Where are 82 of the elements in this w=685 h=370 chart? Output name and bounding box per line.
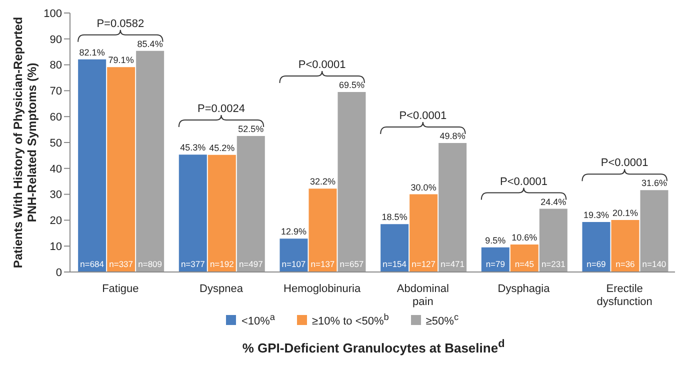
- y-tick-label: 70: [50, 86, 62, 98]
- bar: [136, 50, 164, 272]
- bar: [308, 188, 337, 272]
- annotation: n=69: [586, 259, 606, 269]
- annotation: P<0.0001: [399, 110, 447, 122]
- bar: [410, 194, 438, 272]
- annotation: n=231: [541, 259, 566, 269]
- y-axis-title: Patients With History of Physician-Reported PNH-Related Symptoms (%): [11, 16, 39, 268]
- x-tick-label: Dyspnea: [200, 283, 244, 295]
- x-tick-label: Fatigue: [102, 283, 139, 295]
- x-axis-title: % GPI-Deficient Granulocytes at Baseline$^{d}$: [241, 338, 506, 355]
- data-label: 32.2%: [310, 176, 336, 187]
- y-tick-label: 50: [50, 137, 62, 150]
- bar: [539, 208, 568, 272]
- data-label: 30.0%: [410, 182, 436, 192]
- data-label: 9.5%: [485, 235, 506, 246]
- data-label: 19.3%: [583, 210, 609, 220]
- annotation: P=0.0024: [198, 103, 245, 116]
- annotation: n=684: [80, 259, 104, 269]
- data-label: 31.6%: [641, 178, 667, 188]
- data-label: 45.2%: [209, 142, 235, 153]
- annotation: P=0.0582: [96, 18, 144, 30]
- data-label: 49.8%: [440, 131, 466, 142]
- annotation: n=127: [412, 259, 436, 269]
- y-tick-label: 10: [50, 241, 62, 254]
- y-tick-label: 40: [50, 163, 62, 176]
- data-label: 12.9%: [280, 226, 306, 237]
- y-tick-label: 60: [50, 112, 62, 124]
- bar: [438, 143, 467, 272]
- bar: [236, 136, 265, 272]
- bar: [481, 247, 510, 272]
- data-label: 82.1%: [79, 47, 105, 58]
- bar: [178, 154, 207, 272]
- annotation: n=154: [382, 259, 407, 269]
- y-tick-label: 100: [44, 8, 62, 20]
- data-label: 52.5%: [238, 124, 264, 134]
- x-tick-label: Erectile dysfunction: [596, 283, 652, 308]
- bar: [611, 220, 640, 272]
- annotation: n=377: [180, 259, 206, 269]
- y-tick-label: 80: [50, 60, 62, 72]
- bar: [78, 59, 106, 272]
- legend-label: ≥50%$^{c}$: [426, 312, 459, 328]
- y-tick-label: 90: [50, 34, 62, 46]
- data-label: 79.1%: [108, 55, 134, 66]
- bar: [280, 238, 308, 272]
- annotation: n=497: [238, 259, 264, 269]
- annotation: n=79: [486, 259, 506, 269]
- annotation: P<0.0001: [298, 58, 346, 71]
- annotation: n=137: [310, 259, 335, 269]
- y-tick-label: 0: [56, 266, 62, 279]
- annotation: n=192: [210, 259, 234, 269]
- x-tick-label: Abdominal pain: [396, 283, 449, 308]
- data-label: 85.4%: [137, 38, 163, 49]
- x-tick-label: Dysphagia: [498, 283, 551, 295]
- annotation: n=45: [514, 259, 534, 269]
- bar: [107, 67, 136, 272]
- annotation: n=140: [642, 259, 666, 269]
- bar: [208, 154, 236, 272]
- legend-label: <10%$^{a}$: [241, 312, 276, 328]
- y-tick-label: 20: [50, 215, 62, 228]
- data-label: 20.1%: [612, 208, 638, 218]
- data-label: 18.5%: [382, 212, 408, 222]
- y-tick-label: 30: [50, 189, 62, 202]
- annotation: P<0.0001: [600, 157, 648, 170]
- bar: [582, 222, 610, 272]
- legend-label: ≥10% to <50%$^{b}$: [312, 312, 389, 328]
- annotation: n=809: [138, 259, 162, 269]
- bar: [640, 190, 668, 272]
- annotation: n=36: [616, 259, 636, 269]
- data-label: 10.6%: [512, 232, 538, 243]
- annotation: n=471: [440, 259, 465, 269]
- bar: [380, 224, 409, 272]
- data-label: 24.4%: [540, 196, 566, 207]
- x-tick-label: Hemoglobinuria: [284, 283, 362, 295]
- annotation: n=337: [109, 259, 134, 269]
- annotation: n=107: [282, 259, 306, 269]
- bar: [510, 244, 538, 272]
- data-label: 69.5%: [338, 80, 364, 90]
- bar: [338, 92, 366, 272]
- annotation: n=657: [340, 259, 364, 269]
- data-label: 45.3%: [180, 142, 206, 153]
- annotation: P<0.0001: [500, 176, 548, 188]
